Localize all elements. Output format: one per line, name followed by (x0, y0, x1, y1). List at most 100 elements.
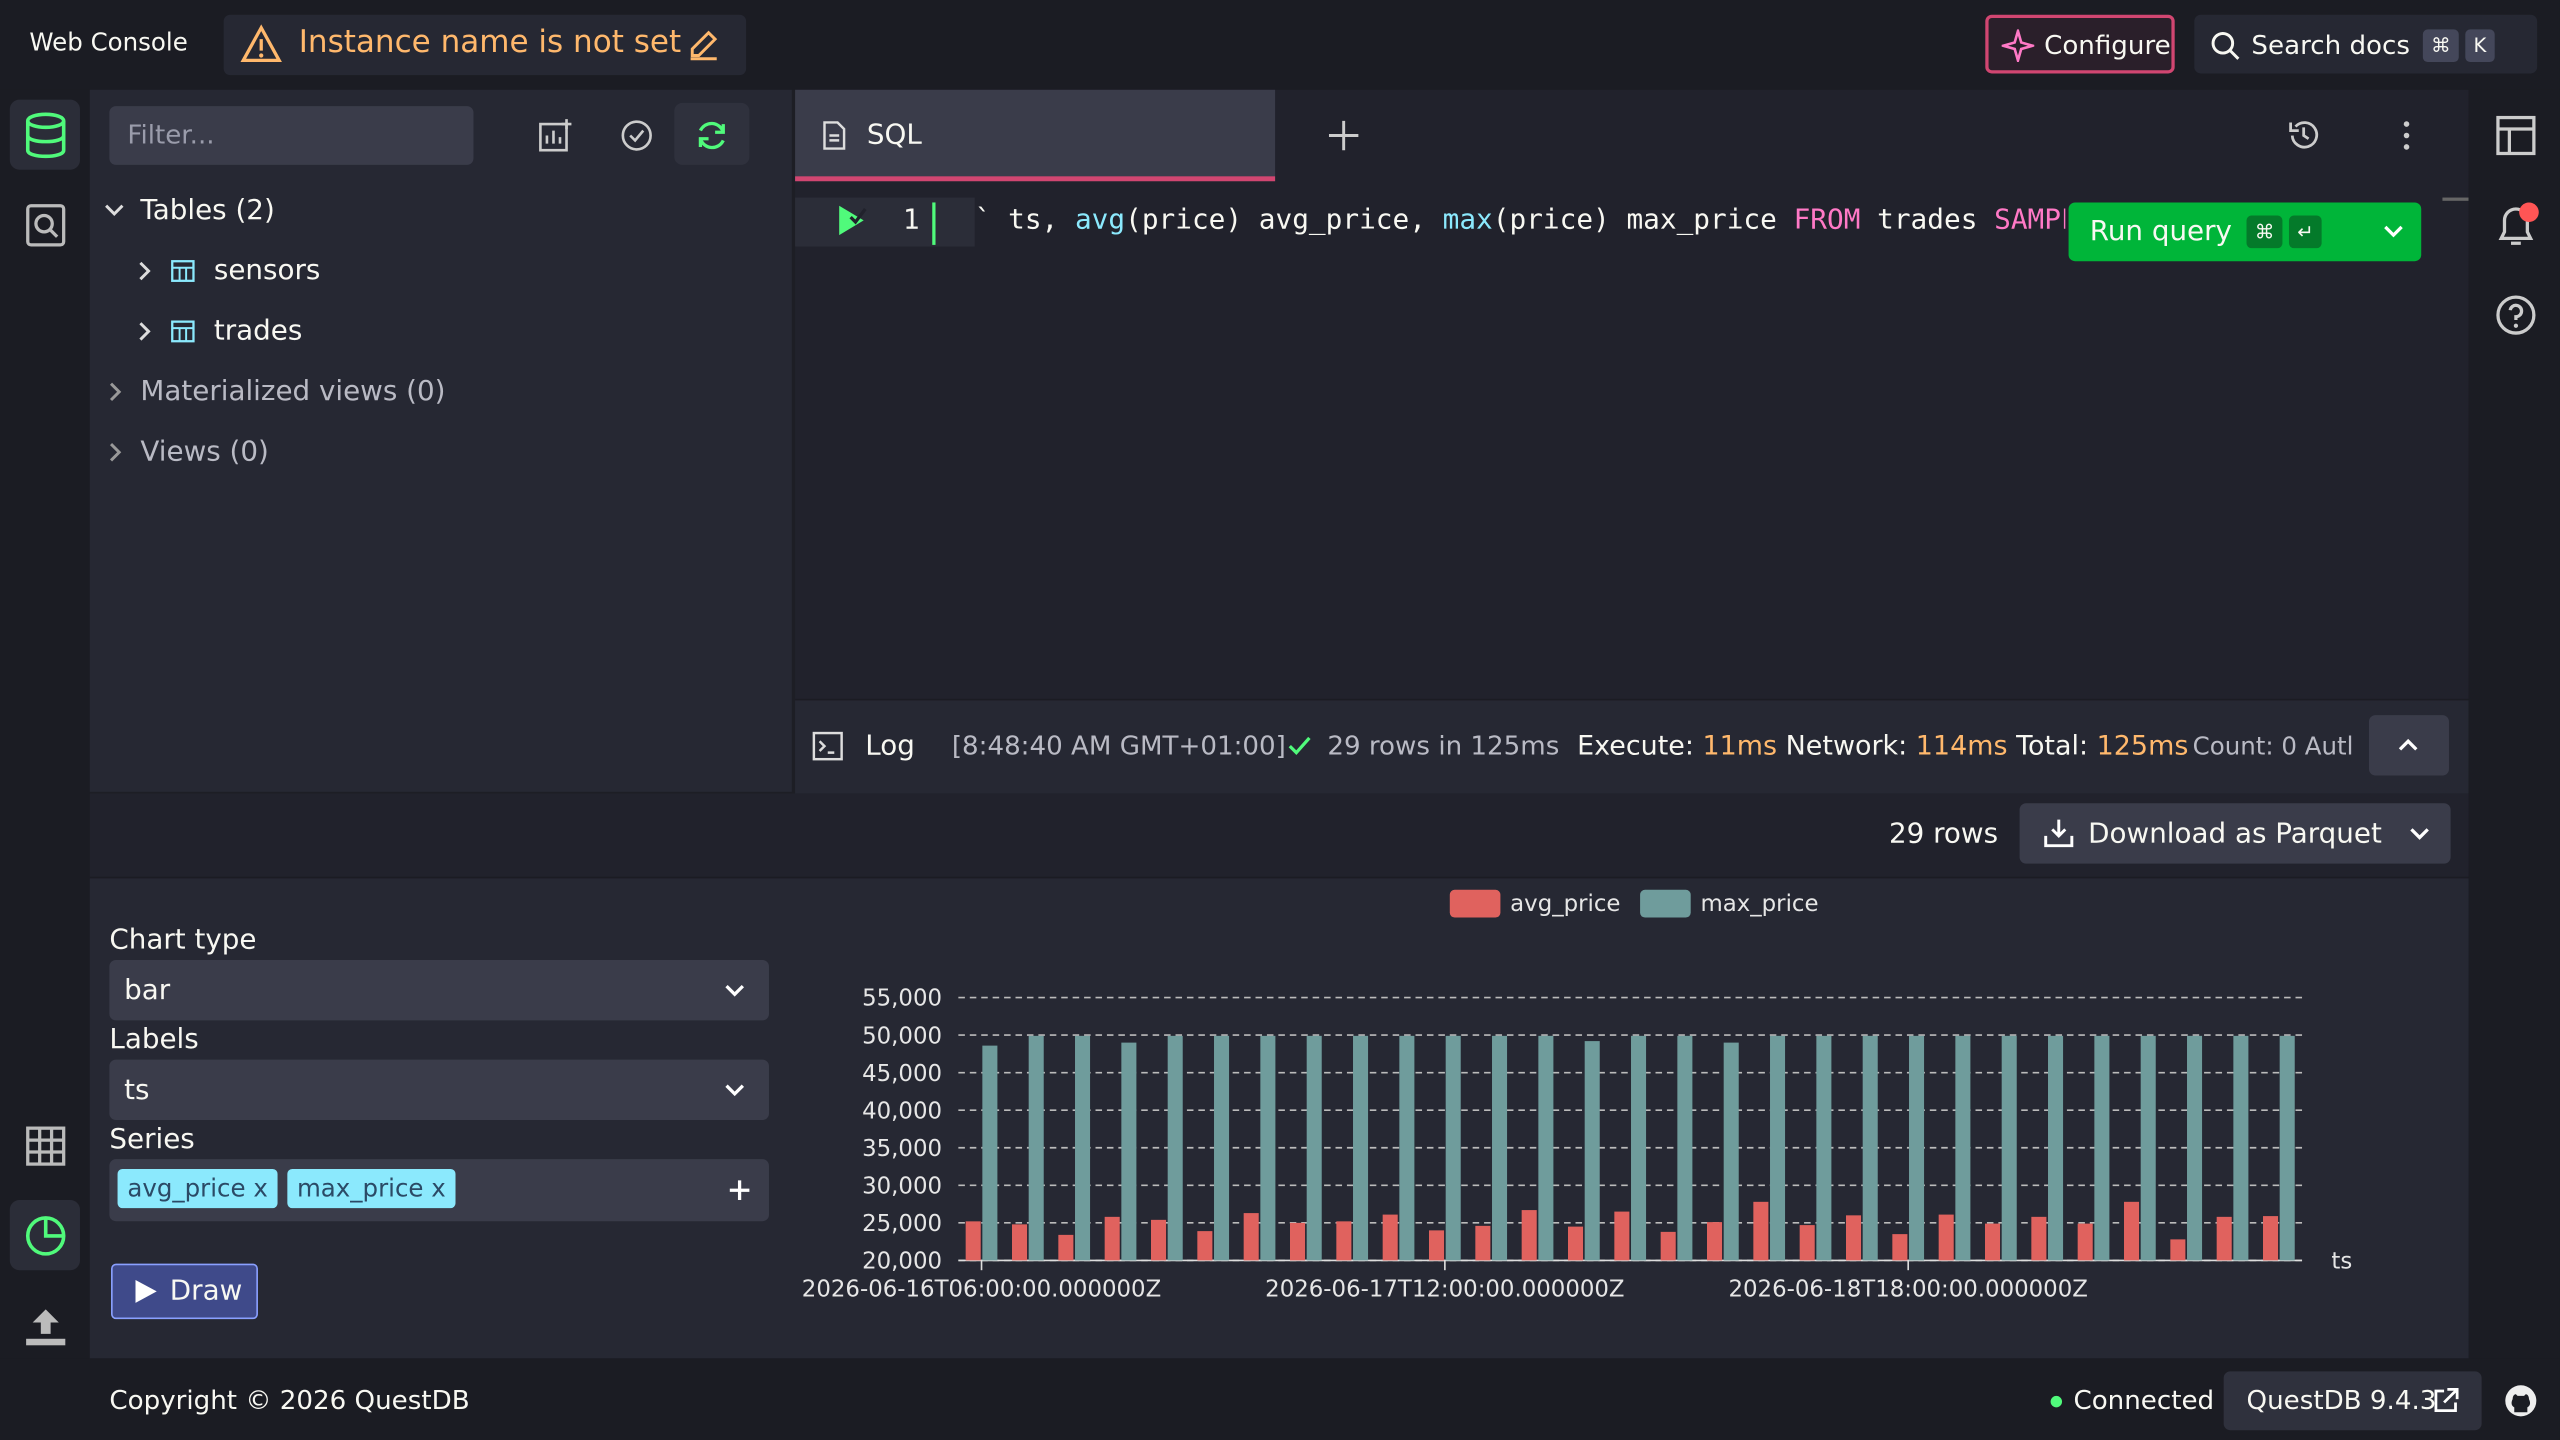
bar (1353, 1035, 1369, 1261)
y-tick-label: 35,000 (862, 1136, 942, 1162)
series-tag[interactable]: max_price x (287, 1168, 456, 1209)
sql-tab[interactable] (795, 89, 1276, 182)
configure-button[interactable] (1985, 14, 2175, 74)
select-value: ts (124, 1074, 150, 1107)
code-token: avg (1074, 204, 1126, 237)
log-timings: Execute: 11ms Network: 114ms Total: 125m… (1577, 730, 2188, 761)
bar (2279, 1035, 2295, 1261)
bar (2001, 1035, 2017, 1261)
github-icon[interactable] (2503, 1383, 2539, 1419)
refresh-icon (698, 121, 725, 150)
bar (1770, 1035, 1786, 1261)
check-icon[interactable] (619, 118, 655, 154)
run-line-icon[interactable] (834, 202, 870, 238)
series-tags: avg_price x max_price x (117, 1168, 456, 1209)
log-time: [8:48:40 AM GMT+01:00] (951, 729, 1286, 761)
expand-log[interactable] (2368, 715, 2449, 776)
filter-input[interactable] (109, 106, 474, 165)
bar (1846, 1215, 1862, 1261)
bar (1799, 1225, 1815, 1261)
chart-type-select[interactable] (109, 959, 769, 1021)
bar (2187, 1035, 2203, 1261)
code-token: max (1442, 204, 1493, 237)
labels-select[interactable] (109, 1059, 769, 1120)
row-count: 29 rows (1888, 817, 1999, 851)
add-table-icon[interactable] (537, 118, 573, 154)
add-series[interactable] (727, 1177, 753, 1203)
tab-label: SQL (866, 119, 922, 152)
select-chevron (725, 984, 745, 997)
log-bar (795, 698, 2469, 794)
key: K (2465, 29, 2495, 63)
tree-mat-views[interactable]: Materialized views (0) (140, 375, 446, 409)
tag-label: max_price (296, 1173, 424, 1204)
instance-warning[interactable] (223, 14, 747, 76)
bar (2094, 1035, 2110, 1261)
y-tick-label: 55,000 (862, 986, 942, 1012)
schema-panel (89, 89, 792, 792)
nav-bar (0, 89, 90, 1359)
bar (2124, 1201, 2140, 1261)
bar (1677, 1035, 1693, 1261)
tree-tables[interactable]: Tables (2) (140, 194, 275, 227)
download-button[interactable] (2019, 803, 2451, 864)
version-button[interactable] (2223, 1371, 2482, 1431)
editor-panel (795, 89, 2469, 792)
help-icon[interactable] (2495, 294, 2541, 340)
download-dropdown[interactable] (2407, 823, 2433, 846)
version: QuestDB 9.4.3 (2246, 1384, 2437, 1416)
legend-label: avg_price (1510, 891, 1620, 917)
layout-icon[interactable] (2495, 114, 2537, 156)
run-dropdown[interactable] (2380, 220, 2406, 243)
file-icon (823, 121, 846, 150)
run-query-button[interactable] (2068, 202, 2422, 262)
tree-table[interactable]: trades (213, 315, 303, 348)
history-icon[interactable] (2286, 118, 2322, 154)
tag-label: avg_price (127, 1173, 246, 1204)
play-icon (135, 1279, 157, 1303)
bar (1660, 1231, 1676, 1261)
chevron-right[interactable] (134, 320, 157, 343)
app-title: Web Console (29, 27, 188, 58)
more-icon[interactable] (2392, 118, 2421, 154)
tag-remove[interactable]: x (431, 1173, 446, 1204)
notifications-icon[interactable] (2491, 199, 2543, 251)
search-doc-icon[interactable] (24, 202, 66, 248)
log-count: Count: 0 Autl (2192, 731, 2353, 761)
x-tick-label: 2026-06-17T12:00:00.000000Z (1265, 1276, 1624, 1302)
grid-icon[interactable] (24, 1125, 66, 1167)
terminal-icon (812, 731, 843, 761)
x-axis-label: ts (2331, 1249, 2352, 1275)
bar (1214, 1035, 1230, 1261)
field-label: Chart type (109, 924, 257, 957)
key: ⌘ (2422, 29, 2459, 63)
bar (1121, 1042, 1137, 1261)
chart-icon (25, 1216, 66, 1256)
bar (1306, 1035, 1322, 1261)
tree-table[interactable]: sensors (213, 254, 321, 288)
bar (1707, 1222, 1723, 1261)
key: ↵ (2288, 215, 2322, 249)
upload-icon[interactable] (23, 1306, 69, 1348)
log-count-clip: Count: 0 Autl (2193, 731, 2353, 764)
bar (1260, 1035, 1276, 1261)
series-tag[interactable]: avg_price x (117, 1168, 278, 1209)
chevron-up (2398, 738, 2418, 751)
line-number: 1 (902, 204, 920, 237)
chart: 20,000 25,000 30,000 35,000 40,000 45,000 50,0… (802, 889, 2352, 1302)
bar (1538, 1035, 1554, 1261)
edit-icon[interactable] (686, 28, 722, 64)
chevron-down[interactable] (103, 199, 126, 222)
tag-remove[interactable]: x (253, 1173, 268, 1204)
label: Network: (1785, 729, 1908, 761)
chevron-right[interactable] (104, 380, 127, 403)
bar (1197, 1231, 1213, 1261)
refresh-button[interactable] (674, 102, 750, 165)
add-tab[interactable] (1326, 118, 1362, 154)
run-shortcut: ⌘ ↵ (2240, 214, 2322, 249)
chevron-right[interactable] (104, 441, 127, 464)
y-tick-label: 30,000 (862, 1173, 942, 1199)
tree-views[interactable]: Views (0) (140, 435, 269, 469)
chevron-right[interactable] (134, 260, 157, 283)
